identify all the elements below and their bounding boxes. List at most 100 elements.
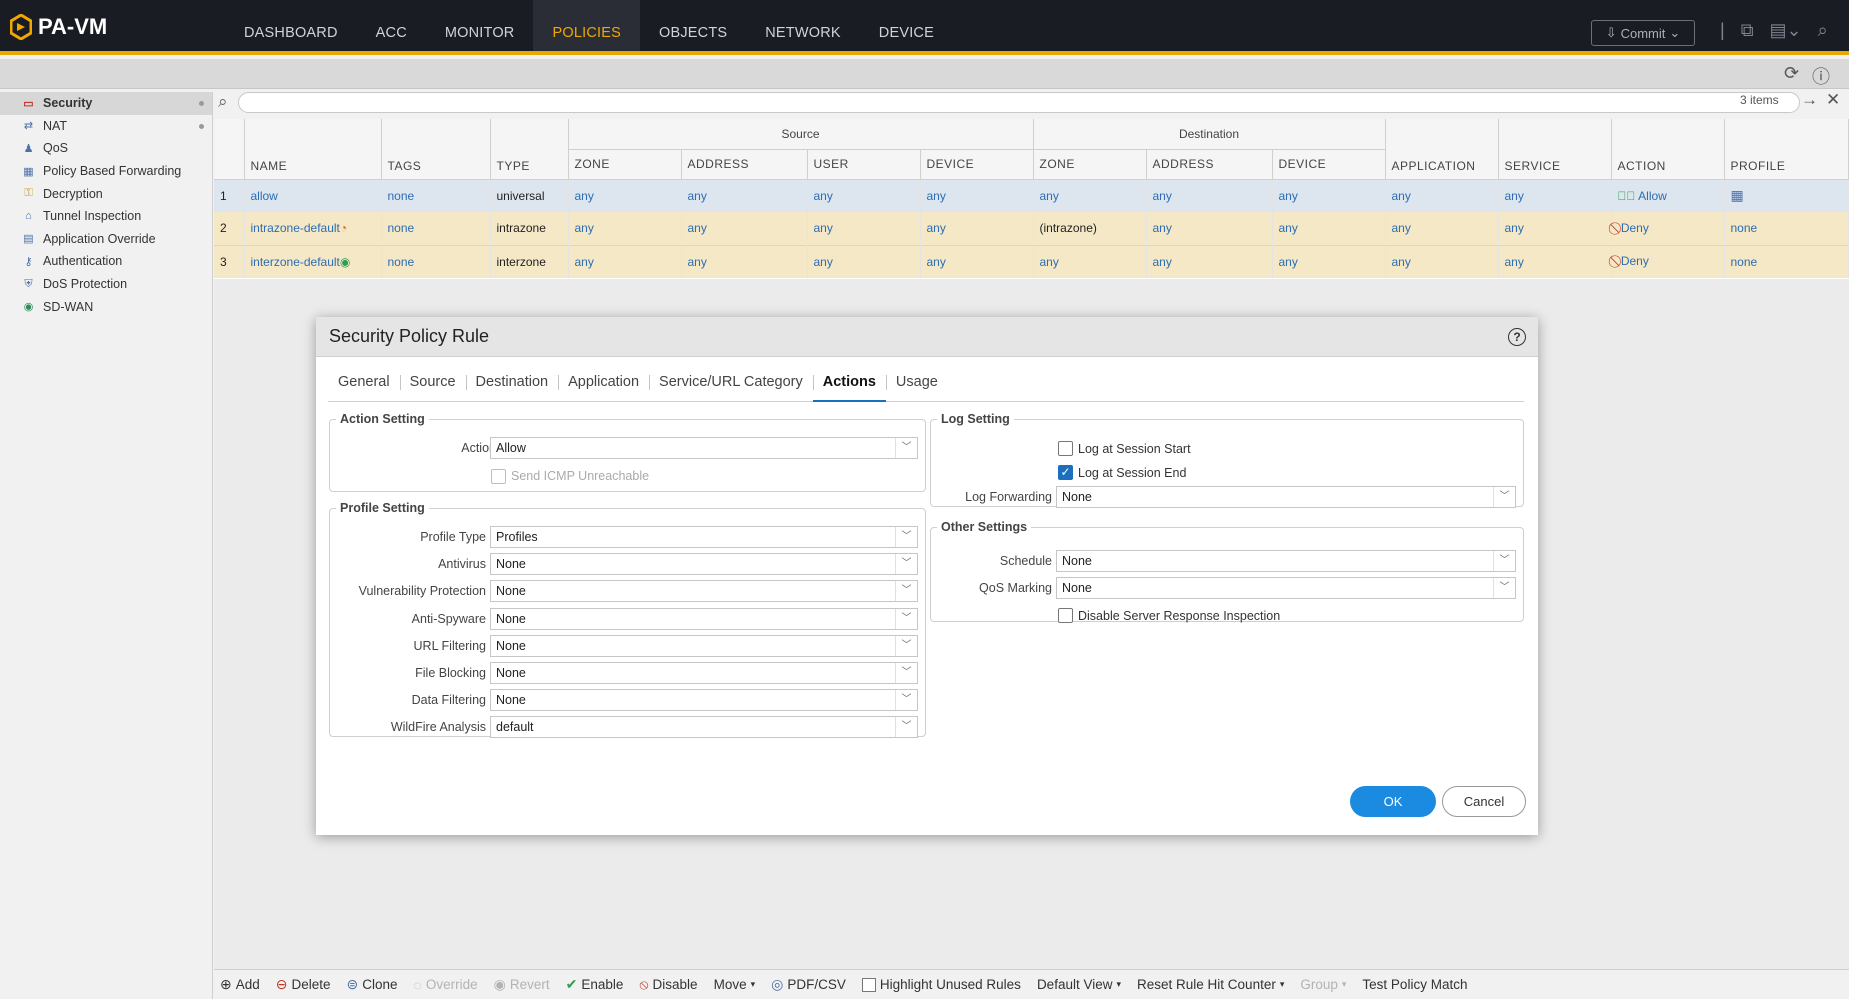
tab-usage[interactable]: Usage <box>885 372 948 402</box>
revert-button[interactable]: ◉ Revert <box>494 976 550 993</box>
delete-button[interactable]: ⊖ Delete <box>276 976 331 993</box>
qos-marking-select[interactable]: None ﹀ <box>1056 577 1516 599</box>
nav-monitor[interactable]: MONITOR <box>444 25 515 41</box>
col-dst-zone[interactable]: ZONE <box>1033 149 1147 180</box>
col-src-user[interactable]: USER <box>807 149 921 180</box>
col-name[interactable]: NAME <box>244 119 382 180</box>
col-src-zone[interactable]: ZONE <box>568 149 682 180</box>
action-cell[interactable]: ⃠ Deny <box>1611 244 1725 278</box>
nav-network[interactable]: NETWORK <box>765 25 841 41</box>
antivirus-select[interactable]: None ﹀ <box>490 553 918 575</box>
anti-spyware-select[interactable]: None ﹀ <box>490 608 918 630</box>
tab-general[interactable]: General <box>338 374 390 390</box>
sidebar-item-dos[interactable]: ⛨ DoS Protection <box>0 273 212 296</box>
src-address[interactable]: any <box>681 212 808 245</box>
src-address[interactable]: any <box>681 244 808 278</box>
rule-name[interactable]: intrazone-default◔ <box>244 212 382 245</box>
src-zone[interactable]: any <box>568 179 682 212</box>
override-button[interactable]: ◌ Override <box>414 977 478 993</box>
col-tags[interactable]: TAGS <box>381 119 491 180</box>
sidebar-item-decryption[interactable]: ⚿ Decryption <box>0 182 212 205</box>
send-icmp-checkbox[interactable] <box>491 469 506 484</box>
sidebar-item-security[interactable]: ▭ Security <box>0 92 212 115</box>
dst-zone[interactable]: any <box>1033 179 1147 212</box>
nav-dashboard[interactable]: DASHBOARD <box>244 25 338 41</box>
dst-zone[interactable]: any <box>1033 244 1147 278</box>
tab-destination[interactable]: Destination <box>465 372 559 402</box>
action-cell[interactable]: ✓⃝ Allow <box>1611 179 1725 212</box>
dst-zone[interactable]: (intrazone) <box>1033 212 1147 245</box>
src-zone[interactable]: any <box>568 244 682 278</box>
nav-objects[interactable]: OBJECTS <box>658 25 728 41</box>
service[interactable]: any <box>1498 212 1612 245</box>
sidebar-item-app-override[interactable]: ▤ Application Override <box>0 228 212 251</box>
table-row[interactable]: 2 intrazone-default◔ none intrazone any … <box>214 212 1849 245</box>
group-button[interactable]: Group ▾ <box>1300 977 1346 992</box>
sidebar-item-pbf[interactable]: ▦ Policy Based Forwarding <box>0 160 212 183</box>
col-action[interactable]: ACTION <box>1611 119 1725 180</box>
tab-source[interactable]: Source <box>399 372 466 402</box>
lock-config-icon[interactable]: ⧉ <box>1740 20 1754 40</box>
sidebar-item-authentication[interactable]: ⚷ Authentication <box>0 250 212 273</box>
dialog-help-icon[interactable]: ? <box>1508 328 1526 346</box>
dst-device[interactable]: any <box>1272 179 1386 212</box>
sidebar-item-sdwan[interactable]: ◉ SD-WAN <box>0 295 212 318</box>
profile-cell[interactable]: none <box>1724 244 1849 278</box>
url-filtering-select[interactable]: None ﹀ <box>490 635 918 657</box>
action-select[interactable]: Allow ﹀ <box>490 437 918 459</box>
disable-sri-checkbox[interactable] <box>1058 608 1073 623</box>
application[interactable]: any <box>1385 179 1499 212</box>
log-session-end-checkbox[interactable]: ✓ <box>1058 465 1073 480</box>
refresh-icon[interactable]: ⟳ <box>1784 63 1800 83</box>
test-policy-match-button[interactable]: Test Policy Match <box>1362 977 1467 992</box>
reset-hit-counter-button[interactable]: Reset Rule Hit Counter ▾ <box>1137 977 1284 992</box>
vulnerability-protection-select[interactable]: None ﹀ <box>490 580 918 602</box>
cancel-button[interactable]: Cancel <box>1442 786 1526 817</box>
profile-cell[interactable]: ▦ <box>1724 179 1849 212</box>
clone-button[interactable]: ⊜ Clone <box>347 976 398 993</box>
col-type[interactable]: TYPE <box>490 119 569 180</box>
table-row[interactable]: 1 allow none universal any any any any a… <box>214 179 1849 212</box>
commit-button[interactable]: ⇩ Commit ⌄ <box>1591 20 1695 46</box>
col-profile[interactable]: PROFILE <box>1724 119 1849 180</box>
rule-name[interactable]: allow <box>244 179 382 212</box>
pdf-csv-button[interactable]: ◎ PDF/CSV <box>771 976 846 993</box>
dst-address[interactable]: any <box>1146 244 1273 278</box>
sidebar-item-tunnel[interactable]: ⌂ Tunnel Inspection <box>0 205 212 228</box>
profile-cell[interactable]: none <box>1724 212 1849 245</box>
disable-button[interactable]: ⦸ Disable <box>639 976 697 993</box>
col-src-address[interactable]: ADDRESS <box>681 149 808 180</box>
wildfire-analysis-select[interactable]: default ﹀ <box>490 716 918 738</box>
src-address[interactable]: any <box>681 179 808 212</box>
src-zone[interactable]: any <box>568 212 682 245</box>
src-user[interactable]: any <box>807 244 921 278</box>
col-application[interactable]: APPLICATION <box>1385 119 1499 180</box>
col-dst-address[interactable]: ADDRESS <box>1146 149 1273 180</box>
table-row[interactable]: 3 interzone-default◉ none interzone any … <box>214 244 1849 278</box>
nav-acc[interactable]: ACC <box>375 25 407 41</box>
service[interactable]: any <box>1498 244 1612 278</box>
file-blocking-select[interactable]: None ﹀ <box>490 662 918 684</box>
dst-address[interactable]: any <box>1146 179 1273 212</box>
search-icon[interactable]: ⌕ <box>1817 20 1828 40</box>
application[interactable]: any <box>1385 212 1499 245</box>
rule-tags[interactable]: none <box>381 179 491 212</box>
src-device[interactable]: any <box>920 179 1034 212</box>
tab-application[interactable]: Application <box>558 372 649 402</box>
dst-device[interactable]: any <box>1272 244 1386 278</box>
apply-filter-icon[interactable]: → <box>1801 90 1818 109</box>
sidebar-item-nat[interactable]: ⇄ NAT <box>0 115 212 138</box>
clear-filter-icon[interactable]: ✕ <box>1826 90 1841 109</box>
add-button[interactable]: ⊕ Add <box>220 976 260 993</box>
src-user[interactable]: any <box>807 179 921 212</box>
dst-address[interactable]: any <box>1146 212 1273 245</box>
log-forwarding-select[interactable]: None ﹀ <box>1056 486 1516 508</box>
data-filtering-select[interactable]: None ﹀ <box>490 689 918 711</box>
log-session-start-checkbox[interactable] <box>1058 441 1073 456</box>
default-view-button[interactable]: Default View ▾ <box>1037 977 1121 992</box>
profile-type-select[interactable]: Profiles ﹀ <box>490 526 918 548</box>
enable-button[interactable]: ✔ Enable <box>566 976 624 993</box>
service[interactable]: any <box>1498 179 1612 212</box>
col-service[interactable]: SERVICE <box>1498 119 1612 180</box>
dst-device[interactable]: any <box>1272 212 1386 245</box>
